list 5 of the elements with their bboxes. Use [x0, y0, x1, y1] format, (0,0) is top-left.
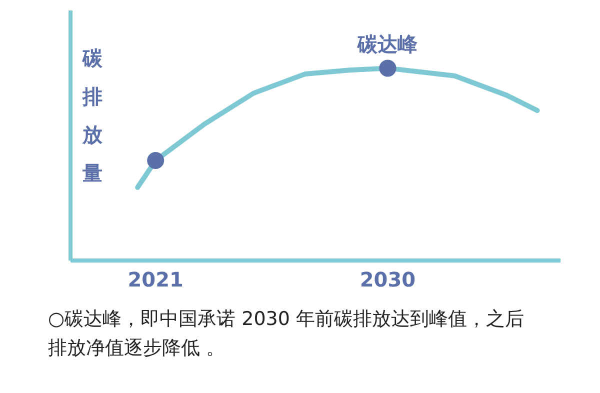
annotation: 碳达峰 [356, 32, 419, 56]
text: ○碳达峰，即中国承诺 2030 年前碳排放达到峰值，之后排放净值逐步降低 。 [48, 307, 526, 360]
x-tick-label: 2021 [128, 268, 184, 292]
x-tick-label: 2030 [360, 268, 416, 292]
y-axis-title: 碳排放量 [82, 46, 104, 186]
